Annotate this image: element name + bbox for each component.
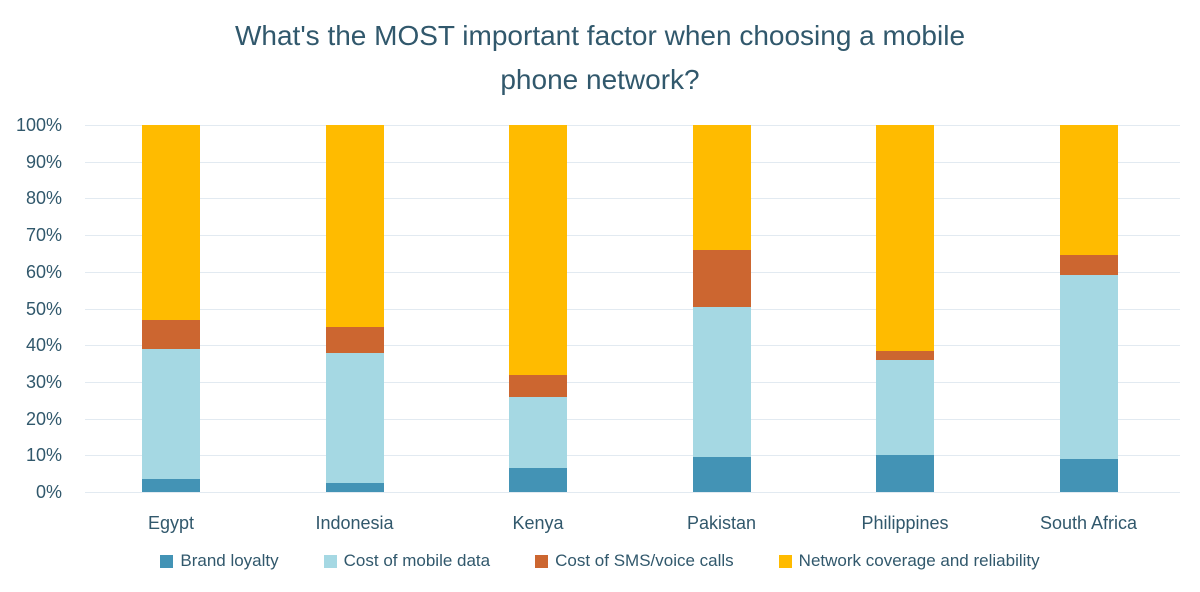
bar-segment — [692, 125, 751, 250]
legend-label: Brand loyalty — [180, 551, 279, 570]
bar-segment — [1059, 275, 1118, 459]
bar-segment — [692, 249, 751, 307]
bar-segment — [1059, 458, 1118, 492]
y-axis-tick: 0% — [35, 482, 62, 502]
gridline — [85, 455, 1180, 457]
gridline — [85, 198, 1180, 200]
legend: Brand loyalty Cost of mobile data Cost of … — [0, 551, 1200, 571]
bar-segment — [876, 359, 934, 456]
y-axis-tick: 100% — [15, 115, 62, 135]
bar-segment — [325, 352, 384, 483]
chart-title: What's the MOST important factor when ch… — [0, 14, 1200, 102]
gridline — [85, 235, 1180, 237]
bar-segment — [142, 319, 200, 349]
y-axis-tick: 70% — [25, 225, 62, 246]
bar-segment — [509, 125, 567, 375]
y-axis-tick: 20% — [25, 408, 62, 429]
x-axis-label: Indonesia — [315, 513, 394, 533]
legend-swatch — [778, 554, 792, 568]
gridline — [85, 492, 1180, 493]
legend-swatch — [160, 554, 174, 568]
legend-label: Network coverage and reliability — [798, 551, 1040, 570]
gridline — [85, 308, 1180, 310]
bar-segment — [142, 125, 200, 320]
legend-item: Cost of mobile data — [323, 551, 491, 571]
y-axis-tick: 80% — [25, 188, 62, 209]
bar-segment — [1059, 125, 1118, 256]
y-axis-tick: 50% — [25, 298, 62, 319]
bar-segment — [325, 482, 384, 492]
legend-swatch — [323, 554, 337, 568]
y-axis-tick: 40% — [25, 335, 62, 356]
bar-segment — [876, 125, 934, 351]
bar-segment — [325, 326, 384, 353]
bar-segment — [509, 396, 567, 469]
gridline — [85, 345, 1180, 347]
x-axis-label: Philippines — [861, 513, 949, 533]
x-axis-label: Kenya — [512, 513, 564, 533]
x-axis-label: Egypt — [147, 513, 195, 533]
bar-segment — [1059, 255, 1118, 276]
bar-segment — [509, 468, 567, 492]
legend-swatch — [535, 554, 549, 568]
gridline — [85, 271, 1180, 273]
y-axis-tick: 30% — [25, 371, 62, 392]
bar-segment — [142, 479, 200, 492]
bar-segment — [509, 374, 567, 397]
bar-segment — [692, 306, 751, 458]
y-axis-tick: 60% — [25, 261, 62, 282]
gridline — [85, 418, 1180, 420]
legend-label: Cost of SMS/voice calls — [555, 551, 734, 570]
bar-segment — [876, 455, 934, 492]
bar-segment — [142, 348, 200, 480]
legend-label: Cost of mobile data — [343, 551, 491, 570]
x-axis-label: Pakistan — [686, 513, 757, 533]
legend-item: Cost of SMS/voice calls — [535, 551, 734, 571]
legend-item: Brand loyalty — [160, 551, 279, 571]
bar-segment — [692, 457, 751, 492]
gridline — [85, 161, 1180, 163]
legend-item: Network coverage and reliability — [778, 551, 1040, 571]
gridline — [85, 381, 1180, 383]
gridline — [85, 125, 1180, 126]
y-axis-tick: 90% — [25, 151, 62, 172]
chart-title-text: What's the MOST important factor when ch… — [234, 20, 966, 95]
y-axis-tick: 10% — [25, 445, 62, 466]
bar-segment — [876, 350, 934, 360]
x-axis-label: South Africa — [1039, 513, 1138, 533]
bar-segment — [325, 125, 384, 327]
